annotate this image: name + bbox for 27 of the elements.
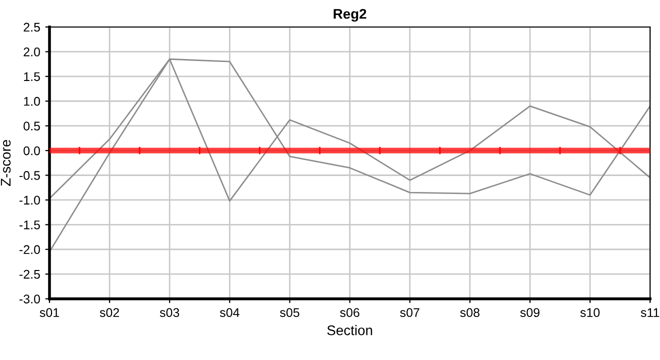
chart-title: Reg2 [334, 8, 366, 22]
y-tick-label: -2.5 [19, 270, 40, 279]
x-tick-label: s01 [40, 308, 59, 318]
x-tick-label: s11 [640, 308, 660, 318]
x-axis-title: Section [327, 325, 372, 336]
y-tick-label: -2.0 [19, 245, 40, 254]
y-tick-label: 1.5 [24, 72, 40, 82]
x-tick-label: s04 [220, 308, 240, 318]
y-axis-title: Z-score [0, 140, 11, 186]
y-tick-label: -1.0 [19, 196, 40, 205]
x-tick-label: s02 [100, 308, 120, 318]
x-tick-label: s06 [340, 308, 360, 318]
y-tick-label: 2.5 [24, 22, 40, 32]
y-tick-label: 1.0 [24, 96, 40, 106]
y-tick-label: -3.0 [19, 294, 40, 304]
x-tick-label: s10 [580, 308, 600, 318]
x-tick-label: s08 [460, 308, 480, 318]
line-series [50, 58, 650, 253]
y-tick-label: -0.5 [19, 171, 40, 180]
y-tick-label: 0.5 [24, 122, 40, 130]
x-tick-label: s09 [520, 308, 540, 318]
y-tick-label: 0.0 [24, 146, 40, 156]
y-tick-label: 2.0 [24, 48, 40, 56]
x-tick-label: s05 [280, 308, 300, 318]
y-tick-label: -1.5 [19, 220, 40, 230]
x-tick-label: s03 [160, 308, 180, 318]
x-tick-label: s07 [400, 308, 420, 318]
